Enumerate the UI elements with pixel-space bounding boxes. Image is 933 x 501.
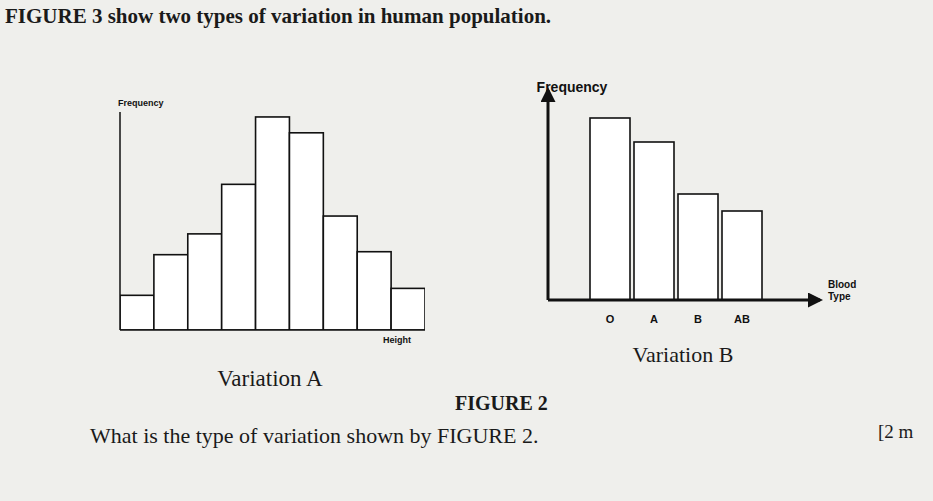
bar xyxy=(357,252,391,330)
bar xyxy=(256,117,290,330)
heading: FIGURE 3 show two types of variation in … xyxy=(5,4,551,28)
page: FIGURE 3 show two types of variation in … xyxy=(0,0,933,501)
y-axis xyxy=(547,90,550,300)
x-axis xyxy=(548,299,820,302)
bar xyxy=(391,288,425,330)
chart-title: Variation B xyxy=(633,342,734,367)
x-tick-label: B xyxy=(694,313,702,325)
chart: OABABFrequencyBloodTypeVariation B xyxy=(537,79,857,367)
bar xyxy=(678,194,718,300)
chart: Frequency Height Variation A xyxy=(118,98,425,391)
x-tick-label: A xyxy=(650,313,658,325)
label-line: Blood xyxy=(828,279,856,290)
bar xyxy=(722,211,762,300)
label-line: Type xyxy=(828,291,851,302)
bar xyxy=(590,118,630,300)
y-axis-label: Frequency xyxy=(537,79,608,95)
x-tick-label: AB xyxy=(734,313,750,325)
question: What is the type of variation shown by F… xyxy=(90,423,539,448)
bar xyxy=(289,133,323,330)
x-axis-label: BloodType xyxy=(828,279,856,302)
bar xyxy=(222,184,256,330)
x-axis-label: Height xyxy=(383,335,411,345)
marks: [2 m xyxy=(878,421,914,442)
chart-title: Variation A xyxy=(217,366,323,391)
x-axis xyxy=(120,329,425,331)
bar xyxy=(323,216,357,330)
bar xyxy=(634,142,674,300)
bar xyxy=(120,295,154,330)
bars xyxy=(120,117,425,330)
bars xyxy=(590,118,762,300)
y-axis-label: Frequency xyxy=(118,98,164,108)
bar xyxy=(188,234,222,330)
y-axis xyxy=(119,112,121,330)
x-tick-label: O xyxy=(606,313,615,325)
bar xyxy=(154,255,188,330)
figure-label: FIGURE 2 xyxy=(455,392,548,414)
